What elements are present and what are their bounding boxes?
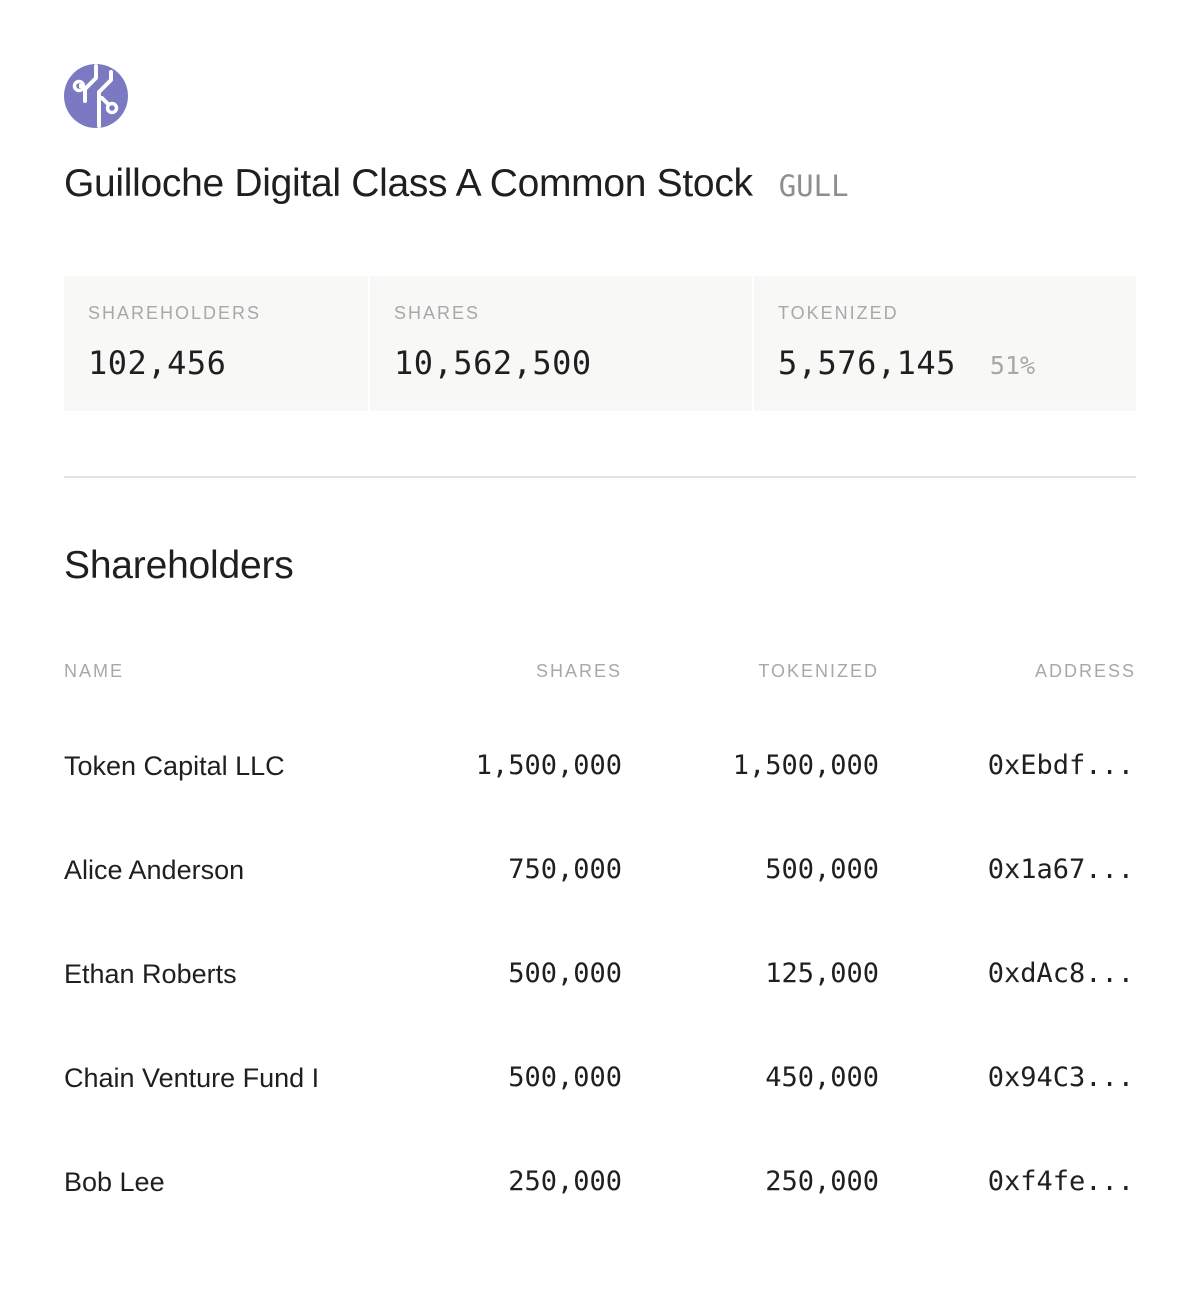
tokenized-percent: 51% bbox=[989, 351, 1036, 380]
stat-label: TOKENIZED bbox=[778, 303, 899, 323]
shareholder-name: Token Capital LLC bbox=[64, 751, 285, 781]
table-row[interactable]: Bob Lee 250,000 250,000 0xf4fe... bbox=[64, 1162, 1136, 1202]
shareholder-shares: 500,000 bbox=[508, 958, 622, 989]
shareholder-tokenized: 450,000 bbox=[765, 1062, 879, 1093]
shareholder-tokenized: 250,000 bbox=[765, 1166, 879, 1197]
shareholder-shares: 250,000 bbox=[508, 1166, 622, 1197]
shareholder-address[interactable]: 0xf4fe... bbox=[987, 1166, 1134, 1197]
shareholder-address[interactable]: 0x1a67... bbox=[987, 854, 1134, 885]
shareholder-shares: 1,500,000 bbox=[475, 750, 622, 781]
shareholder-tokenized: 500,000 bbox=[765, 854, 879, 885]
shareholder-name: Alice Anderson bbox=[64, 855, 245, 885]
stat-tokenized: TOKENIZED 5,576,145 51% bbox=[754, 276, 1136, 411]
ticker-symbol: GULL bbox=[778, 169, 849, 203]
stat-label: SHARES bbox=[394, 303, 481, 323]
shareholder-shares: 500,000 bbox=[508, 1062, 622, 1093]
shareholder-address[interactable]: 0xdAc8... bbox=[987, 958, 1134, 989]
table-row[interactable]: Chain Venture Fund I 500,000 450,000 0x9… bbox=[64, 1058, 1136, 1098]
section-divider bbox=[64, 476, 1136, 478]
stat-value: 10,562,500 bbox=[394, 344, 592, 382]
table-row[interactable]: Alice Anderson 750,000 500,000 0x1a67... bbox=[64, 850, 1136, 890]
column-header-name: NAME bbox=[64, 661, 125, 681]
column-header-address: ADDRESS bbox=[1034, 661, 1136, 681]
circuit-logo-icon bbox=[64, 64, 128, 128]
shareholder-name: Bob Lee bbox=[64, 1167, 165, 1197]
security-header: Guilloche Digital Class A Common Stock G… bbox=[64, 162, 849, 214]
shareholder-tokenized: 1,500,000 bbox=[732, 750, 879, 781]
table-row[interactable]: Token Capital LLC 1,500,000 1,500,000 0x… bbox=[64, 746, 1136, 786]
stat-shares: SHARES 10,562,500 bbox=[370, 276, 752, 411]
column-header-tokenized: TOKENIZED bbox=[758, 661, 879, 681]
stats-panel: SHAREHOLDERS 102,456 SHARES 10,562,500 T… bbox=[64, 276, 1136, 411]
stat-value: 5,576,145 bbox=[778, 344, 956, 382]
column-header-shares: SHARES bbox=[535, 661, 622, 681]
shareholder-address[interactable]: 0xEbdf... bbox=[987, 750, 1134, 781]
stat-label: SHAREHOLDERS bbox=[88, 303, 262, 323]
shareholder-name: Ethan Roberts bbox=[64, 959, 237, 989]
shareholder-tokenized: 125,000 bbox=[765, 958, 879, 989]
shareholders-table: NAME SHARES TOKENIZED ADDRESS Token Capi… bbox=[64, 656, 1136, 1197]
shareholder-address[interactable]: 0x94C3... bbox=[987, 1062, 1134, 1093]
stat-shareholders: SHAREHOLDERS 102,456 bbox=[64, 276, 368, 411]
shareholders-heading: Shareholders bbox=[64, 544, 294, 587]
shareholder-shares: 750,000 bbox=[508, 854, 622, 885]
stat-value: 102,456 bbox=[88, 344, 227, 382]
table-header: NAME SHARES TOKENIZED ADDRESS bbox=[64, 656, 1136, 686]
security-title: Guilloche Digital Class A Common Stock bbox=[64, 162, 753, 205]
table-row[interactable]: Ethan Roberts 500,000 125,000 0xdAc8... bbox=[64, 954, 1136, 994]
shareholder-name: Chain Venture Fund I bbox=[64, 1063, 320, 1093]
